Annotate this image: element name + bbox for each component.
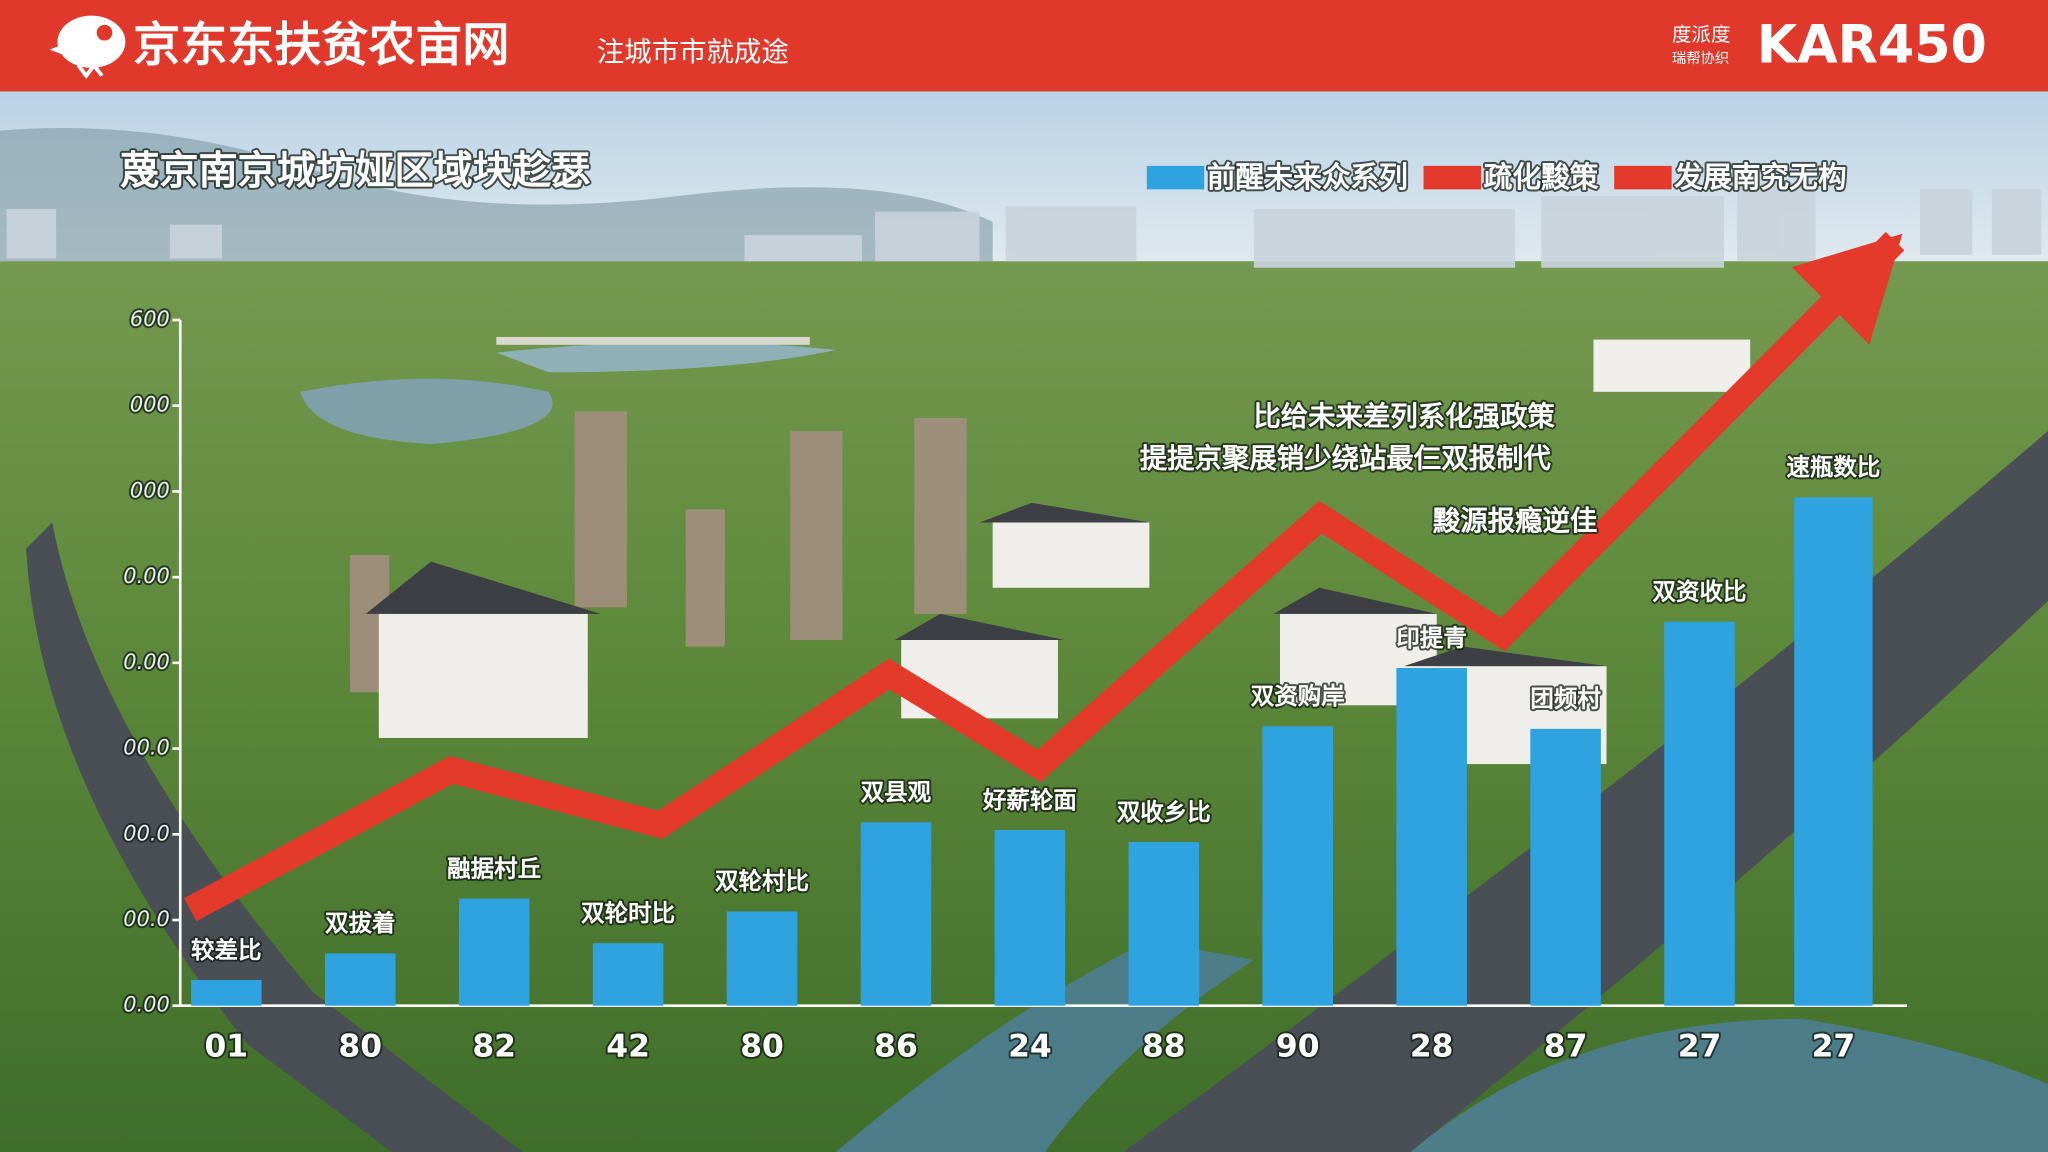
logo bbox=[49, 15, 126, 80]
badge-small-top: 度派度 bbox=[1672, 23, 1731, 46]
bar bbox=[324, 953, 396, 1006]
bar-label: 双收乡比 bbox=[1117, 798, 1211, 826]
bar bbox=[191, 980, 262, 1006]
badge: KAR450 bbox=[1757, 15, 1987, 75]
header-bar bbox=[0, 0, 2048, 92]
legend-label: 疏化黢策 bbox=[1484, 160, 1599, 194]
bar-label: 速瓶数比 bbox=[1786, 453, 1880, 481]
header-subtitle: 注城市市就成途 bbox=[597, 37, 789, 68]
arrow-head bbox=[1791, 233, 1903, 345]
bar bbox=[592, 943, 664, 1006]
annotation: 比给未来差列系化强政策 bbox=[1253, 400, 1555, 432]
bar-label: 双轮时比 bbox=[581, 899, 675, 927]
bar-label: 双县观 bbox=[861, 778, 932, 806]
bar bbox=[1128, 842, 1200, 1006]
bar-label: 双轮村比 bbox=[715, 867, 809, 895]
legend-swatch bbox=[1614, 165, 1672, 190]
x-tick-label: 24 bbox=[1008, 1029, 1052, 1065]
bar bbox=[1664, 621, 1735, 1006]
legend-label: 发展南究无构 bbox=[1673, 160, 1846, 194]
trend-line bbox=[184, 231, 1905, 922]
bar-label: 印提青 bbox=[1396, 624, 1467, 652]
bar bbox=[1396, 668, 1467, 1006]
y-tick-label: 00.0 bbox=[123, 821, 169, 845]
bar bbox=[994, 830, 1066, 1006]
y-tick-label: 00.0 bbox=[123, 907, 169, 931]
y-tick-label: 000 bbox=[130, 393, 170, 417]
x-tick-label: 80 bbox=[740, 1029, 784, 1065]
bar-label: 双资收比 bbox=[1653, 577, 1747, 605]
y-tick-label: 600 bbox=[130, 307, 170, 331]
bar bbox=[1530, 728, 1601, 1006]
bar bbox=[458, 898, 530, 1006]
bar bbox=[1794, 497, 1873, 1006]
legend-swatch bbox=[1146, 165, 1205, 190]
bar-label: 好薪轮面 bbox=[982, 786, 1077, 814]
x-tick-label: 27 bbox=[1678, 1029, 1722, 1065]
header-title: 京东东扶贫农亩网 bbox=[133, 18, 509, 73]
y-tick-label: 0.00 bbox=[123, 650, 169, 674]
bar-label: 双资购岸 bbox=[1251, 682, 1345, 710]
x-tick-label: 42 bbox=[606, 1029, 650, 1065]
bar-label: 融据村丘 bbox=[447, 854, 541, 882]
y-tick-label: 0.00 bbox=[123, 993, 169, 1017]
annotation: 黢源报瘾逆佳 bbox=[1433, 505, 1597, 537]
x-tick-label: 01 bbox=[205, 1029, 249, 1065]
x-tick-label: 80 bbox=[338, 1029, 382, 1065]
legend-label: 前醒未来众系列 bbox=[1207, 160, 1408, 194]
bar bbox=[1262, 726, 1333, 1006]
x-tick-label: 87 bbox=[1544, 1029, 1588, 1065]
x-tick-label: 86 bbox=[874, 1029, 918, 1065]
x-tick-label: 82 bbox=[472, 1029, 516, 1065]
annotation: 提提京聚展销少绕站最仨双报制代 bbox=[1140, 442, 1552, 474]
bar-label: 较差比 bbox=[191, 936, 262, 964]
bar-label: 双拔着 bbox=[325, 909, 396, 937]
x-tick-label: 28 bbox=[1410, 1029, 1454, 1065]
bar bbox=[860, 822, 932, 1006]
chart-title: 蔑京南京城坊娅区域块趁瑟 bbox=[120, 149, 590, 194]
x-tick-label: 88 bbox=[1142, 1029, 1186, 1065]
y-tick-label: 000 bbox=[130, 478, 170, 502]
x-tick-label: 90 bbox=[1276, 1029, 1320, 1065]
y-tick-label: 0.00 bbox=[123, 564, 169, 588]
badge-small-bottom: 瑞帮协织 bbox=[1672, 50, 1729, 67]
bar bbox=[726, 911, 798, 1006]
y-tick-label: 00.0 bbox=[123, 736, 169, 760]
legend-swatch bbox=[1423, 165, 1482, 190]
bar-label: 团频村 bbox=[1530, 685, 1601, 713]
x-tick-label: 27 bbox=[1812, 1029, 1856, 1065]
